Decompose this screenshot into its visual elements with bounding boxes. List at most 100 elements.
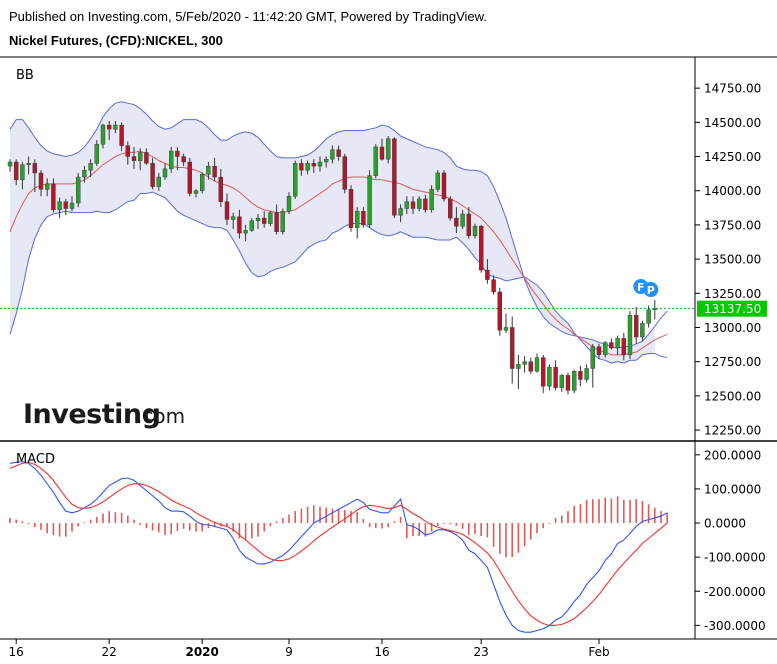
candle-body — [131, 156, 137, 161]
macd-histogram-bar — [654, 507, 656, 524]
macd-histogram-bar — [505, 523, 507, 558]
macd-histogram-bar — [9, 517, 11, 524]
macd-histogram-bar — [164, 523, 166, 535]
candle-body — [460, 213, 465, 227]
candle-body — [565, 375, 571, 391]
candle — [137, 148, 143, 171]
candle — [175, 146, 180, 171]
candle-body — [646, 309, 651, 324]
macd-histogram-bar — [480, 523, 482, 536]
candle — [330, 145, 335, 164]
candle — [13, 159, 19, 186]
macd-histogram-bar — [536, 523, 538, 534]
candle — [584, 364, 589, 383]
price-tick-label: 14000.00 — [704, 184, 761, 198]
candle — [311, 159, 316, 173]
candle-body — [547, 366, 552, 387]
macd-histogram-bar — [350, 511, 352, 524]
candle — [578, 365, 583, 387]
candle — [392, 137, 397, 219]
candle — [373, 144, 378, 179]
macd-histogram-bar — [356, 512, 358, 524]
macd-histogram-bar — [21, 521, 24, 524]
macd-histogram-bar — [368, 523, 371, 528]
macd-histogram-bar — [641, 500, 644, 524]
candle-body — [119, 124, 124, 146]
candle — [280, 208, 285, 235]
macd-histogram-bar — [629, 499, 631, 524]
price-tick-label: 12250.00 — [704, 424, 761, 438]
macd-histogram-bar — [579, 504, 582, 524]
candle-body — [38, 172, 44, 190]
investing-logo: Investing .com — [23, 399, 185, 430]
symbol-title[interactable]: Nickel Futures, (CFD):NICKEL, 300 — [9, 33, 223, 48]
macd-histogram-bar — [635, 499, 637, 524]
candle — [485, 259, 490, 284]
candle-body — [417, 198, 422, 209]
macd-histogram-bar — [393, 521, 396, 524]
candle — [144, 148, 149, 165]
candle — [45, 178, 50, 197]
last-price-badge: 13137.50 — [697, 300, 767, 317]
candle-body — [410, 201, 416, 209]
candle — [237, 209, 242, 239]
candle-body — [603, 342, 608, 356]
macd-histogram-bar — [592, 499, 594, 524]
candle-body — [553, 366, 558, 388]
macd-histogram-bar — [145, 523, 148, 529]
candle — [497, 287, 502, 336]
macd-histogram-bar — [598, 499, 600, 524]
macd-histogram-bar — [474, 523, 476, 534]
candle-body — [162, 168, 168, 178]
candle-body — [342, 156, 347, 190]
candle — [503, 313, 509, 333]
candle-body — [491, 279, 496, 293]
candle-body — [355, 211, 360, 228]
candle-body — [373, 146, 378, 176]
candle — [100, 123, 106, 149]
candle — [20, 162, 25, 190]
candle-body — [32, 163, 37, 174]
macd-histogram-bar — [443, 523, 445, 524]
macd-histogram-bar — [325, 507, 327, 524]
candle-body — [299, 163, 304, 171]
macd-tick-label: 200.0000 — [704, 448, 761, 462]
candle — [299, 159, 304, 176]
macd-histogram-bar — [257, 523, 259, 537]
candle-body — [243, 230, 248, 234]
candle — [355, 207, 360, 239]
candle — [522, 356, 527, 373]
candle — [187, 157, 193, 197]
candle-body — [57, 201, 62, 211]
candle-body — [516, 364, 521, 369]
macd-histogram-bar — [96, 516, 98, 524]
price-tick-label: 13500.00 — [704, 253, 761, 267]
candle-body — [572, 371, 577, 391]
price-tick-label: 14250.00 — [704, 150, 761, 164]
candle-body — [578, 371, 583, 380]
macd-histogram-bar — [573, 505, 575, 524]
macd-histogram-bar — [114, 512, 117, 524]
candle-body — [286, 195, 292, 212]
macd-histogram-bar — [27, 523, 30, 525]
macd-histogram-bar — [189, 523, 191, 531]
candle — [528, 357, 533, 374]
macd-histogram-bar — [381, 523, 383, 529]
macd-signal-line — [9, 461, 668, 626]
macd-histogram-bar — [567, 511, 569, 524]
candle — [26, 156, 31, 175]
price-tick-label: 12500.00 — [704, 389, 761, 403]
candle-body — [274, 212, 279, 232]
candle-body — [237, 216, 242, 234]
candle — [224, 193, 230, 225]
macd-histogram-bar — [127, 515, 129, 524]
candle — [181, 153, 186, 167]
macd-histogram-bar — [120, 512, 123, 524]
candle-body — [330, 149, 335, 160]
candle-body — [206, 165, 211, 175]
last-price-badge-text: 13137.50 — [704, 302, 761, 316]
price-tick-label: 12750.00 — [704, 355, 761, 369]
candle — [491, 275, 496, 295]
candle — [336, 145, 341, 161]
